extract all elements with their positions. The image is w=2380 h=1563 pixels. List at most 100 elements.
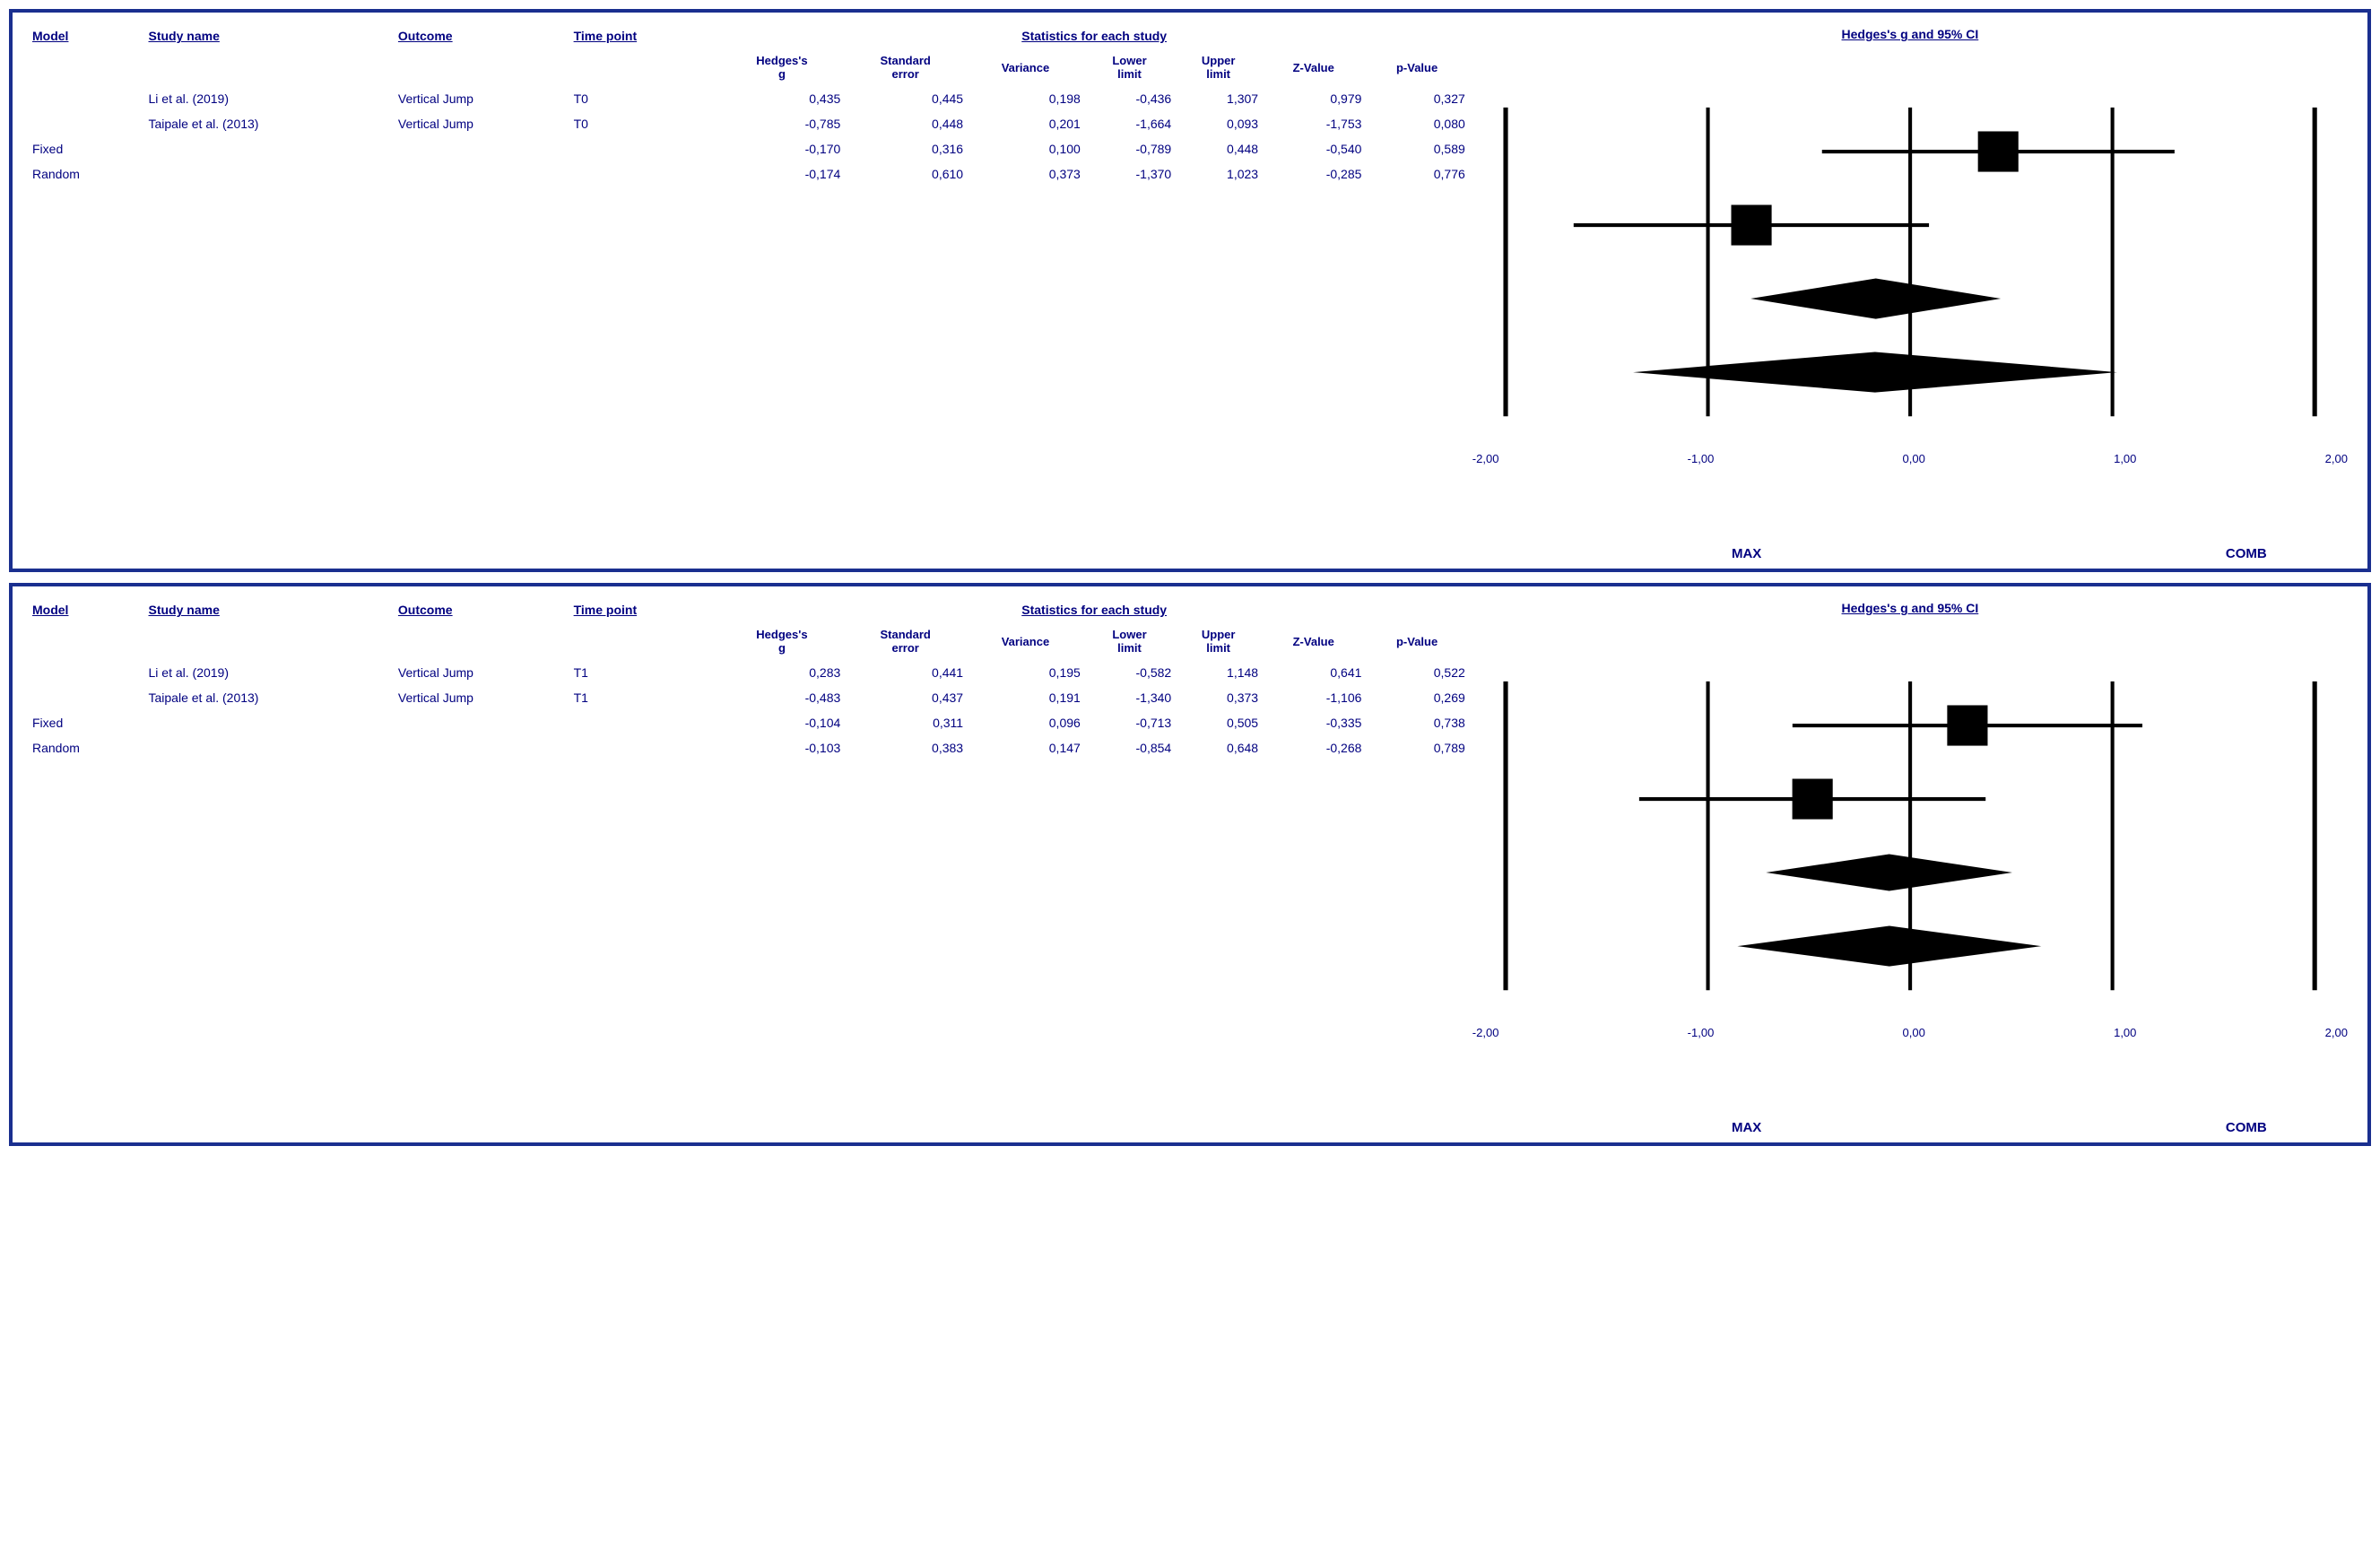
cell-model: Fixed (29, 136, 145, 161)
cell-p: 0,269 (1365, 685, 1468, 710)
cell-model (29, 660, 145, 685)
col-header-model: Model (29, 597, 145, 622)
cell-hi: 0,648 (1175, 735, 1262, 760)
stats-table: ModelStudy nameOutcomeTime pointStatisti… (29, 23, 1469, 187)
cell-se: 0,448 (844, 111, 967, 136)
sub-header: Upper limit (1175, 622, 1262, 660)
cell-outcome: Vertical Jump (395, 685, 570, 710)
col-header-time: Time point (570, 597, 720, 622)
forest-plot-panel: ModelStudy nameOutcomeTime pointStatisti… (9, 583, 2371, 1146)
cell-time (570, 136, 720, 161)
plot-title: Hedges's g and 95% CI (1469, 597, 2351, 615)
axis-tick-label: 0,00 (1903, 1026, 1925, 1039)
axis-tick-label: 0,00 (1903, 452, 1925, 465)
cell-p: 0,776 (1365, 161, 1468, 187)
forest-plot-area: Hedges's g and 95% CI-2,00-1,000,001,002… (1469, 597, 2351, 1135)
cell-var: 0,096 (967, 710, 1084, 735)
cell-lo: -0,854 (1084, 735, 1175, 760)
cell-z: 0,641 (1262, 660, 1365, 685)
table-row: Random-0,1740,6100,373-1,3701,023-0,2850… (29, 161, 1469, 187)
stats-table-area: ModelStudy nameOutcomeTime pointStatisti… (29, 597, 1469, 1135)
cell-var: 0,195 (967, 660, 1084, 685)
cell-p: 0,589 (1365, 136, 1468, 161)
sub-header: Upper limit (1175, 48, 1262, 86)
cell-hi: 1,148 (1175, 660, 1262, 685)
cell-model: Fixed (29, 710, 145, 735)
cell-hi: 0,373 (1175, 685, 1262, 710)
cell-study (145, 161, 395, 187)
cell-z: -0,540 (1262, 136, 1365, 161)
axis-footer-labels: MAXCOMB (1469, 1120, 2351, 1135)
cell-study: Li et al. (2019) (145, 86, 395, 111)
cell-time (570, 161, 720, 187)
study-square (1731, 204, 1771, 245)
col-header-study: Study name (145, 597, 395, 622)
cell-lo: -0,789 (1084, 136, 1175, 161)
cell-g: 0,435 (720, 86, 845, 111)
cell-se: 0,316 (844, 136, 967, 161)
sub-header: Hedges's g (720, 622, 845, 660)
sub-header: Variance (967, 622, 1084, 660)
cell-outcome: Vertical Jump (395, 86, 570, 111)
axis-footer-labels: MAXCOMB (1469, 546, 2351, 561)
sub-header: Z-Value (1262, 622, 1365, 660)
cell-var: 0,100 (967, 136, 1084, 161)
table-row: Fixed-0,1700,3160,100-0,7890,448-0,5400,… (29, 136, 1469, 161)
cell-time: T0 (570, 111, 720, 136)
sub-header: Lower limit (1084, 48, 1175, 86)
cell-study (145, 710, 395, 735)
cell-lo: -0,713 (1084, 710, 1175, 735)
cell-z: -0,285 (1262, 161, 1365, 187)
cell-study (145, 735, 395, 760)
cell-se: 0,383 (844, 735, 967, 760)
cell-outcome: Vertical Jump (395, 660, 570, 685)
study-square (1947, 706, 1987, 746)
table-row: Taipale et al. (2013)Vertical JumpT1-0,4… (29, 685, 1469, 710)
cell-model: Random (29, 161, 145, 187)
cell-z: -1,753 (1262, 111, 1365, 136)
summary-diamond (1766, 855, 2012, 891)
cell-outcome (395, 710, 570, 735)
axis-label-left: MAX (1505, 546, 2000, 561)
sub-header: Hedges's g (720, 48, 845, 86)
col-header-outcome: Outcome (395, 23, 570, 48)
cell-p: 0,738 (1365, 710, 1468, 735)
table-row: Li et al. (2019)Vertical JumpT00,4350,44… (29, 86, 1469, 111)
col-header-study: Study name (145, 23, 395, 48)
sub-header: Lower limit (1084, 622, 1175, 660)
sub-header: Z-Value (1262, 48, 1365, 86)
cell-time: T1 (570, 685, 720, 710)
sub-header: p-Value (1365, 622, 1468, 660)
col-header-stats: Statistics for each study (720, 23, 1469, 48)
axis-tick-label: -1,00 (1688, 1026, 1715, 1039)
forest-plot-area: Hedges's g and 95% CI-2,00-1,000,001,002… (1469, 23, 2351, 561)
cell-hi: 0,448 (1175, 136, 1262, 161)
cell-g: -0,483 (720, 685, 845, 710)
sub-header: p-Value (1365, 48, 1468, 86)
cell-outcome (395, 136, 570, 161)
cell-var: 0,373 (967, 161, 1084, 187)
cell-time (570, 735, 720, 760)
axis-label-left: MAX (1505, 1120, 2000, 1135)
cell-var: 0,191 (967, 685, 1084, 710)
cell-study: Taipale et al. (2013) (145, 685, 395, 710)
col-header-model: Model (29, 23, 145, 48)
axis-tick-labels: -2,00-1,000,001,002,00 (1469, 1026, 2351, 1039)
axis-label-right: COMB (1999, 1120, 2315, 1135)
cell-se: 0,445 (844, 86, 967, 111)
axis-tick-label: -2,00 (1472, 1026, 1499, 1039)
cell-hi: 1,307 (1175, 86, 1262, 111)
cell-outcome: Vertical Jump (395, 111, 570, 136)
cell-g: 0,283 (720, 660, 845, 685)
table-row: Random-0,1030,3830,147-0,8540,648-0,2680… (29, 735, 1469, 760)
forest-plot-svg (1469, 41, 2351, 446)
cell-var: 0,198 (967, 86, 1084, 111)
axis-tick-label: 1,00 (2114, 452, 2136, 465)
cell-time: T1 (570, 660, 720, 685)
axis-tick-label: 2,00 (2325, 1026, 2348, 1039)
sub-header: Standard error (844, 622, 967, 660)
forest-plot-panel: ModelStudy nameOutcomeTime pointStatisti… (9, 9, 2371, 572)
cell-model: Random (29, 735, 145, 760)
table-row: Fixed-0,1040,3110,096-0,7130,505-0,3350,… (29, 710, 1469, 735)
cell-outcome (395, 161, 570, 187)
